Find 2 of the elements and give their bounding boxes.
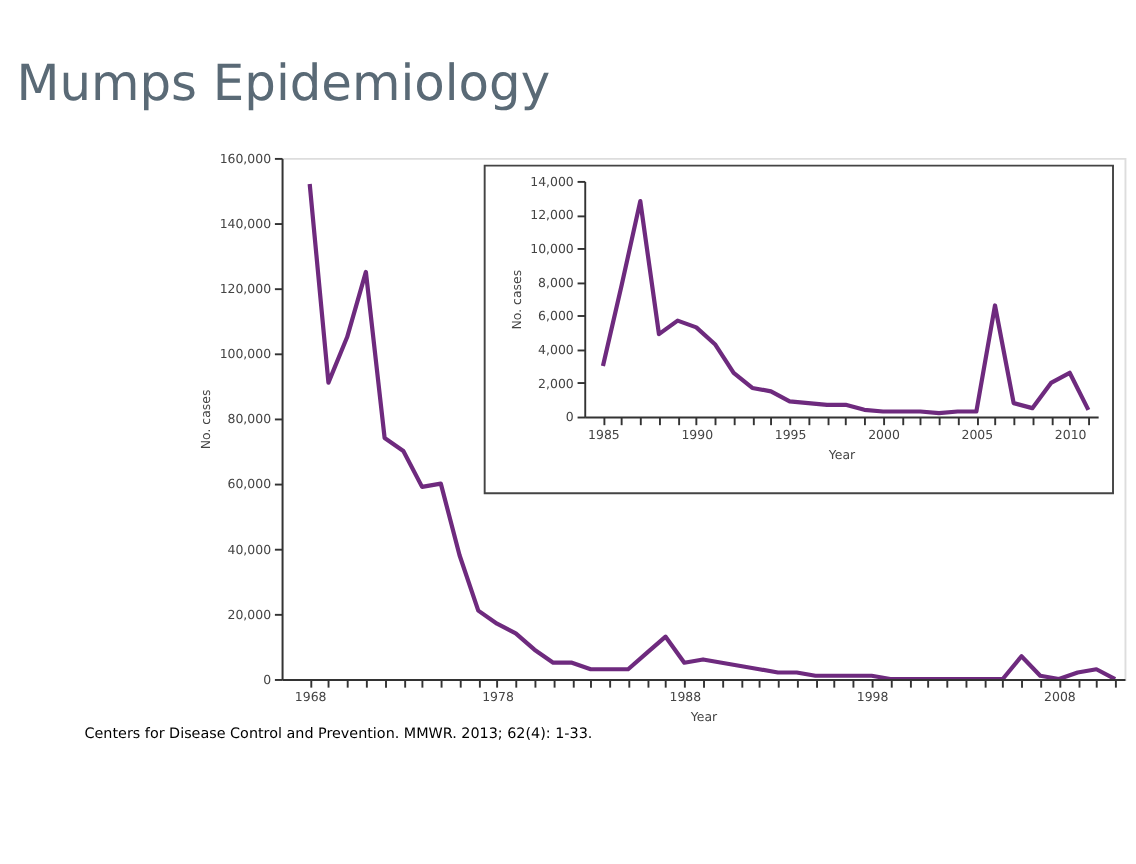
- line-series: [600, 199, 1091, 416]
- chart-title: Mumps Epidemiology: [16, 53, 551, 112]
